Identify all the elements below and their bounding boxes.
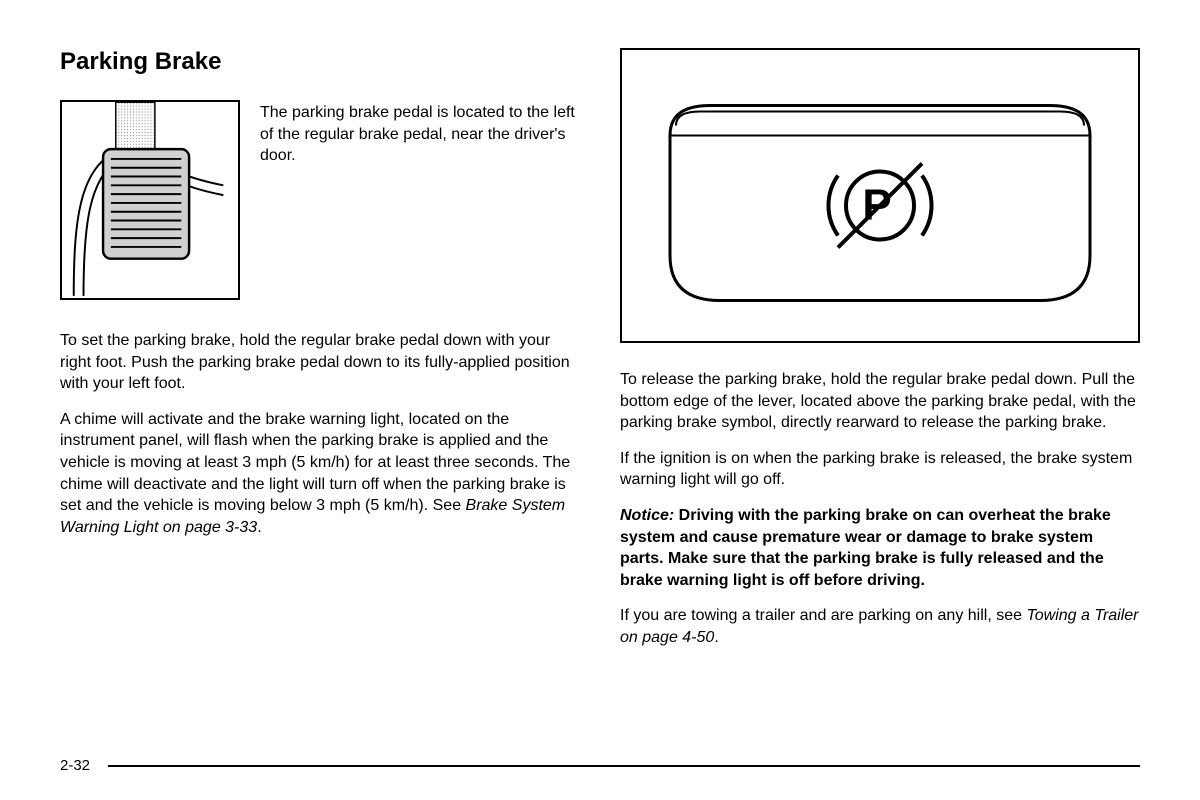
- svg-text:P: P: [862, 181, 891, 230]
- right-p4-end: .: [714, 629, 718, 646]
- footer-rule: [108, 765, 1140, 767]
- intro-text: The parking brake pedal is located to th…: [260, 100, 580, 300]
- left-paragraph-2: A chime will activate and the brake warn…: [60, 409, 580, 539]
- manual-page: Parking Brake: [0, 0, 1200, 693]
- right-paragraph-1: To release the parking brake, hold the r…: [620, 369, 1140, 434]
- right-paragraph-4: If you are towing a trailer and are park…: [620, 605, 1140, 648]
- release-lever-illustration: P: [620, 48, 1140, 343]
- notice-text: Driving with the parking brake on can ov…: [620, 507, 1111, 589]
- left-p2-end: .: [257, 519, 261, 536]
- intro-row: The parking brake pedal is located to th…: [60, 100, 580, 300]
- page-number: 2-32: [60, 757, 90, 774]
- section-heading: Parking Brake: [60, 48, 580, 76]
- left-column: Parking Brake: [60, 48, 580, 663]
- page-footer: 2-32: [60, 757, 1140, 774]
- right-paragraph-2: If the ignition is on when the parking b…: [620, 448, 1140, 491]
- right-p4-text: If you are towing a trailer and are park…: [620, 607, 1026, 624]
- right-column: P To release the parking brake, hold the…: [620, 48, 1140, 663]
- notice-paragraph: Notice: Driving with the parking brake o…: [620, 505, 1140, 591]
- pedal-illustration: [60, 100, 240, 300]
- notice-label: Notice:: [620, 507, 674, 524]
- left-paragraph-1: To set the parking brake, hold the regul…: [60, 330, 580, 395]
